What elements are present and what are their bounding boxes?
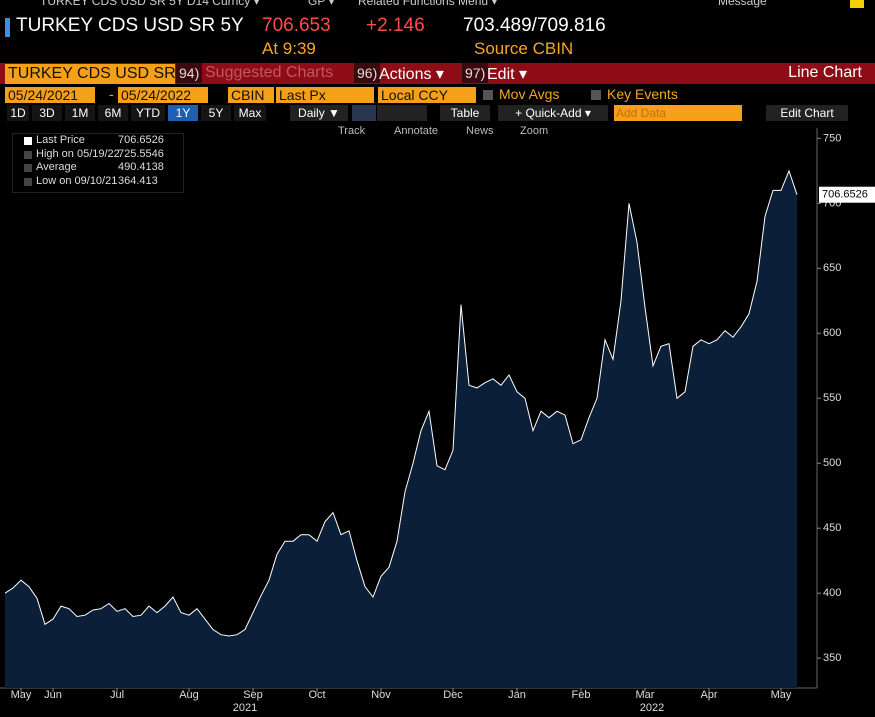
- change: +2.146: [366, 15, 425, 36]
- x-tick-label: Jan: [508, 689, 526, 701]
- period-button[interactable]: 1D: [7, 105, 29, 121]
- x-tick-label: Feb: [572, 689, 591, 701]
- legend-value: 706.6526: [118, 134, 164, 146]
- source-box[interactable]: CBIN: [228, 87, 274, 103]
- period-button[interactable]: Max: [234, 105, 266, 121]
- legend-label: Low on 09/10/21: [36, 174, 118, 187]
- menu-num: 96): [354, 63, 381, 83]
- area: [5, 170, 797, 688]
- x-tick-label: Oct: [308, 689, 325, 701]
- help-icon[interactable]: [850, 0, 864, 8]
- last-price-label: 706.6526: [822, 189, 868, 201]
- gp-menu[interactable]: GP ▾: [308, 0, 335, 8]
- bid-ask: 703.489/709.816: [463, 15, 606, 36]
- add-data[interactable]: Add Data: [614, 105, 742, 121]
- checkbox[interactable]: [483, 90, 493, 100]
- message[interactable]: Message: [718, 0, 767, 8]
- currency-box[interactable]: Local CCY: [378, 87, 476, 103]
- legend-value: 490.4138: [118, 161, 164, 173]
- actions[interactable]: Actions ▾: [379, 66, 444, 83]
- x-tick-label: Sep: [243, 689, 263, 701]
- track[interactable]: Track: [338, 125, 366, 137]
- time: At 9:39: [262, 39, 316, 58]
- legend-label: High on 05/19/22: [36, 147, 120, 160]
- y-tick-label: 450: [823, 522, 841, 534]
- price: 706.653: [262, 15, 331, 36]
- period-button[interactable]: 3D: [32, 105, 62, 121]
- period-button[interactable]: 1Y: [168, 105, 198, 121]
- table[interactable]: Table: [440, 105, 490, 121]
- y-tick-label: 650: [823, 262, 841, 274]
- related-menu[interactable]: Related Functions Menu ▾: [358, 0, 498, 8]
- y-tick-label: 550: [823, 392, 841, 404]
- edit-chart[interactable]: Edit Chart: [766, 105, 848, 121]
- key-events[interactable]: Key Events: [607, 86, 678, 102]
- start-date[interactable]: 05/24/2021: [5, 87, 95, 103]
- x-tick-label: Apr: [700, 689, 717, 701]
- field-box[interactable]: Last Px: [276, 87, 374, 103]
- legend-value: 725.5546: [118, 147, 164, 160]
- y-tick-label: 400: [823, 587, 841, 599]
- x-tick-label: May: [11, 689, 32, 701]
- mov-avgs[interactable]: Mov Avgs: [499, 86, 560, 102]
- ticker-box[interactable]: TURKEY CDS USD SR: [5, 64, 176, 84]
- y-tick-label: 350: [823, 652, 841, 664]
- checkbox[interactable]: [591, 90, 601, 100]
- frequency[interactable]: Daily ▼: [290, 105, 348, 121]
- line: [4, 169, 798, 637]
- y-tick-label: 750: [823, 132, 841, 144]
- year-label: 2021: [233, 702, 257, 714]
- chart-icon[interactable]: [352, 105, 376, 121]
- legend-value: 364.413: [118, 174, 158, 187]
- x-tick-label: Jul: [110, 689, 124, 701]
- annotate[interactable]: Annotate: [394, 125, 439, 137]
- last-price-tag: [819, 186, 875, 203]
- suggested-charts[interactable]: Suggested Charts: [205, 64, 334, 81]
- source: Source CBIN: [474, 39, 574, 58]
- x-tick-label: Dec: [443, 689, 463, 701]
- legend: [12, 133, 184, 193]
- edit[interactable]: Edit ▾: [487, 66, 528, 83]
- legend-key: [24, 177, 32, 186]
- x-tick-label: Aug: [179, 689, 199, 701]
- year-label: 2022: [640, 702, 664, 714]
- legend-key: [24, 137, 32, 145]
- security-name: TURKEY CDS USD SR 5Y D14: [16, 15, 249, 36]
- x-tick-label: Jun: [44, 689, 62, 701]
- legend-key: [24, 164, 32, 172]
- menu-num: 97): [462, 63, 489, 83]
- y-tick-label: 600: [823, 327, 841, 339]
- period-button[interactable]: 1M: [65, 105, 95, 121]
- menu-bar: [0, 63, 875, 84]
- chart-style[interactable]: [377, 105, 427, 121]
- date-dash: -: [109, 86, 114, 102]
- status-bar: [5, 18, 10, 37]
- y-tick-label: 500: [823, 457, 841, 469]
- menu-num: 94): [176, 63, 203, 83]
- legend-label: Last Price: [36, 134, 85, 146]
- security-menu[interactable]: TURKEY CDS USD SR 5Y D14 Curncy ▾: [40, 0, 260, 8]
- zoom[interactable]: Zoom: [520, 125, 549, 137]
- quick-add[interactable]: + Quick-Add ▾: [498, 105, 608, 121]
- period-button[interactable]: YTD: [131, 105, 165, 121]
- chart-type[interactable]: Line Chart: [788, 64, 862, 81]
- end-date[interactable]: 05/24/2022: [118, 87, 208, 103]
- x-tick-label: Mar: [636, 689, 655, 701]
- period-button[interactable]: 5Y: [201, 105, 231, 121]
- period-button[interactable]: 6M: [98, 105, 128, 121]
- legend-label: Average: [36, 161, 77, 173]
- x-tick-label: May: [771, 689, 792, 701]
- legend-key: [24, 150, 32, 159]
- news[interactable]: News: [466, 125, 494, 137]
- x-tick-label: Nov: [371, 689, 391, 701]
